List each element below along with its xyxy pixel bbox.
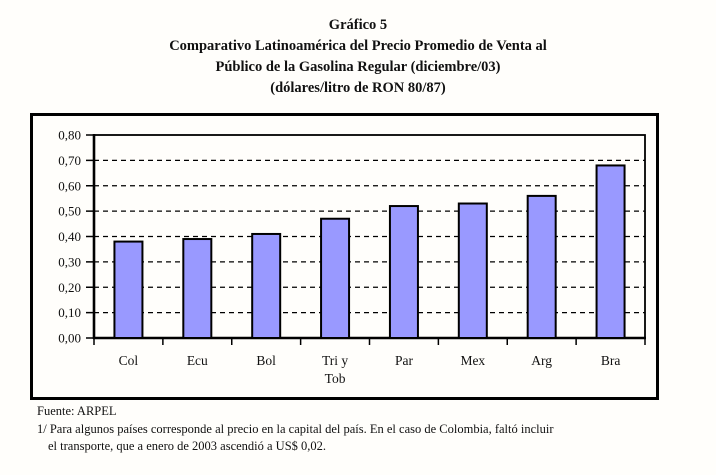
bar-tri-y-tob [320,217,351,339]
x-category-label: Col [119,353,139,368]
title-line-2: Público de la Gasolina Regular (diciembr… [215,59,501,75]
y-tick-label: 0,60 [58,178,81,193]
y-tick-label: 0,00 [58,331,81,346]
x-category-label: Mex [460,353,485,368]
bar-bol [251,232,282,339]
y-tick-label: 0,20 [58,280,81,295]
y-tick-label: 0,30 [58,254,81,269]
y-tick-label: 0,80 [58,128,81,143]
x-category-label: Tri y [322,353,348,368]
title-units: (dólares/litro de RON 80/87) [270,80,446,96]
footer-block: Fuente: ARPEL 1/ Para algunos países cor… [37,403,697,456]
footnote-line-2: el transporte, que a enero de 2003 ascen… [48,439,327,453]
bar-ecu [182,238,213,339]
footnote-line-1: 1/ Para algunos países corresponde al pr… [37,421,554,436]
bar-mex [457,202,488,339]
y-tick-label: 0,40 [58,229,81,244]
bar-col [113,240,144,339]
x-category-label: Par [395,353,414,368]
bar-chart: 0,00 0,10 0,20 0,30 0,40 0,50 0,60 0,70 0,80 Col E… [58,128,646,386]
x-category-label: Arg [531,353,552,368]
y-tick-label: 0,50 [58,204,81,219]
bar-bra [595,164,626,340]
bar-arg [526,194,557,340]
chart-frame: 0,00 0,10 0,20 0,30 0,40 0,50 0,60 0,70 0,80 Col E… [30,113,659,400]
x-category-label: Tob [325,371,346,386]
bar-par [388,205,419,339]
x-category-label: Bol [256,353,276,368]
y-tick-label: 0,70 [58,153,81,168]
x-category-label: Ecu [187,353,208,368]
source-text: Fuente: ARPEL [37,404,117,418]
title-line-1: Comparativo Latinoamérica del Precio Pro… [169,38,547,54]
y-tick-label: 0,10 [58,305,81,320]
figure-label: Gráfico 5 [328,17,388,33]
chart-title-block: Gráfico 5 Comparativo Latinoamérica del … [0,15,716,99]
x-category-label: Bra [601,353,621,368]
